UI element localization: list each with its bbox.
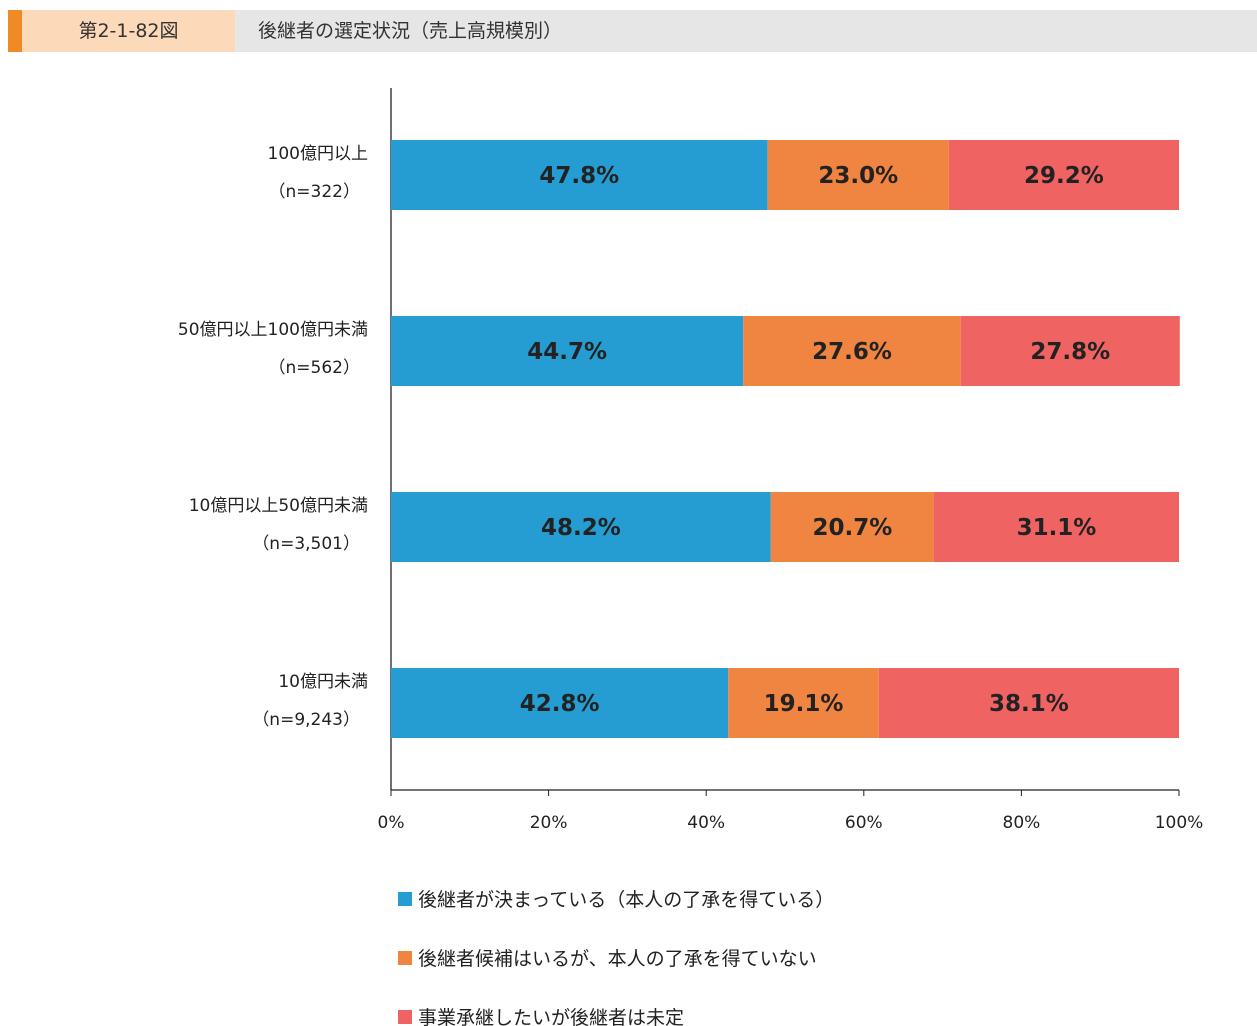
data-label: 23.0% bbox=[818, 163, 898, 189]
figure-header: 第2-1-82図 後継者の選定状況（売上高規模別） bbox=[8, 10, 1257, 52]
bar-segment bbox=[960, 316, 1180, 386]
bar-segment bbox=[391, 668, 729, 738]
bar-segment bbox=[391, 316, 744, 386]
legend-label: 後継者候補はいるが、本人の了承を得ていない bbox=[418, 948, 817, 970]
x-tick-label: 20% bbox=[530, 813, 568, 833]
category-label: 50億円以上100億円未満 bbox=[178, 320, 368, 340]
x-tick-label: 100% bbox=[1155, 813, 1204, 833]
data-label: 48.2% bbox=[541, 515, 621, 541]
data-label: 38.1% bbox=[989, 691, 1069, 717]
x-tick-label: 60% bbox=[845, 813, 883, 833]
legend-label: 後継者が決まっている（本人の了承を得ている） bbox=[418, 889, 834, 911]
x-tick-label: 40% bbox=[687, 813, 725, 833]
category-n-label: （n=562） bbox=[269, 358, 360, 378]
legend-swatch bbox=[398, 892, 412, 906]
x-tick-label: 80% bbox=[1003, 813, 1041, 833]
bar-segment bbox=[878, 668, 1179, 738]
data-label: 31.1% bbox=[1017, 515, 1097, 541]
data-label: 20.7% bbox=[812, 515, 892, 541]
category-label: 10億円未満 bbox=[278, 672, 368, 692]
data-label: 29.2% bbox=[1024, 163, 1104, 189]
x-tick-label: 0% bbox=[378, 813, 405, 833]
category-label: 100億円以上 bbox=[268, 144, 368, 164]
category-label: 10億円以上50億円未満 bbox=[189, 496, 368, 516]
data-label: 42.8% bbox=[520, 691, 600, 717]
bar-segment bbox=[728, 668, 879, 738]
bar-segment bbox=[948, 140, 1179, 210]
figure-title: 後継者の選定状況（売上高規模別） bbox=[258, 20, 563, 42]
category-n-label: （n=3,501） bbox=[252, 534, 360, 554]
data-label: 44.7% bbox=[527, 339, 607, 365]
legend-swatch bbox=[398, 951, 412, 965]
bar-segment bbox=[770, 492, 934, 562]
data-label: 27.6% bbox=[812, 339, 892, 365]
bar-segment bbox=[391, 140, 768, 210]
legend-swatch bbox=[398, 1010, 412, 1024]
figure-number: 第2-1-82図 bbox=[22, 10, 235, 52]
data-label: 47.8% bbox=[539, 163, 619, 189]
bar-segment bbox=[391, 492, 771, 562]
data-label: 27.8% bbox=[1030, 339, 1110, 365]
data-label: 19.1% bbox=[764, 691, 844, 717]
header-accent-stripe bbox=[8, 10, 22, 52]
bar-segment bbox=[743, 316, 961, 386]
bar-segment bbox=[933, 492, 1179, 562]
category-n-label: （n=322） bbox=[269, 182, 360, 202]
legend-label: 事業承継したいが後継者は未定 bbox=[418, 1007, 684, 1026]
category-n-label: （n=9,243） bbox=[252, 710, 360, 730]
bar-segment bbox=[767, 140, 949, 210]
